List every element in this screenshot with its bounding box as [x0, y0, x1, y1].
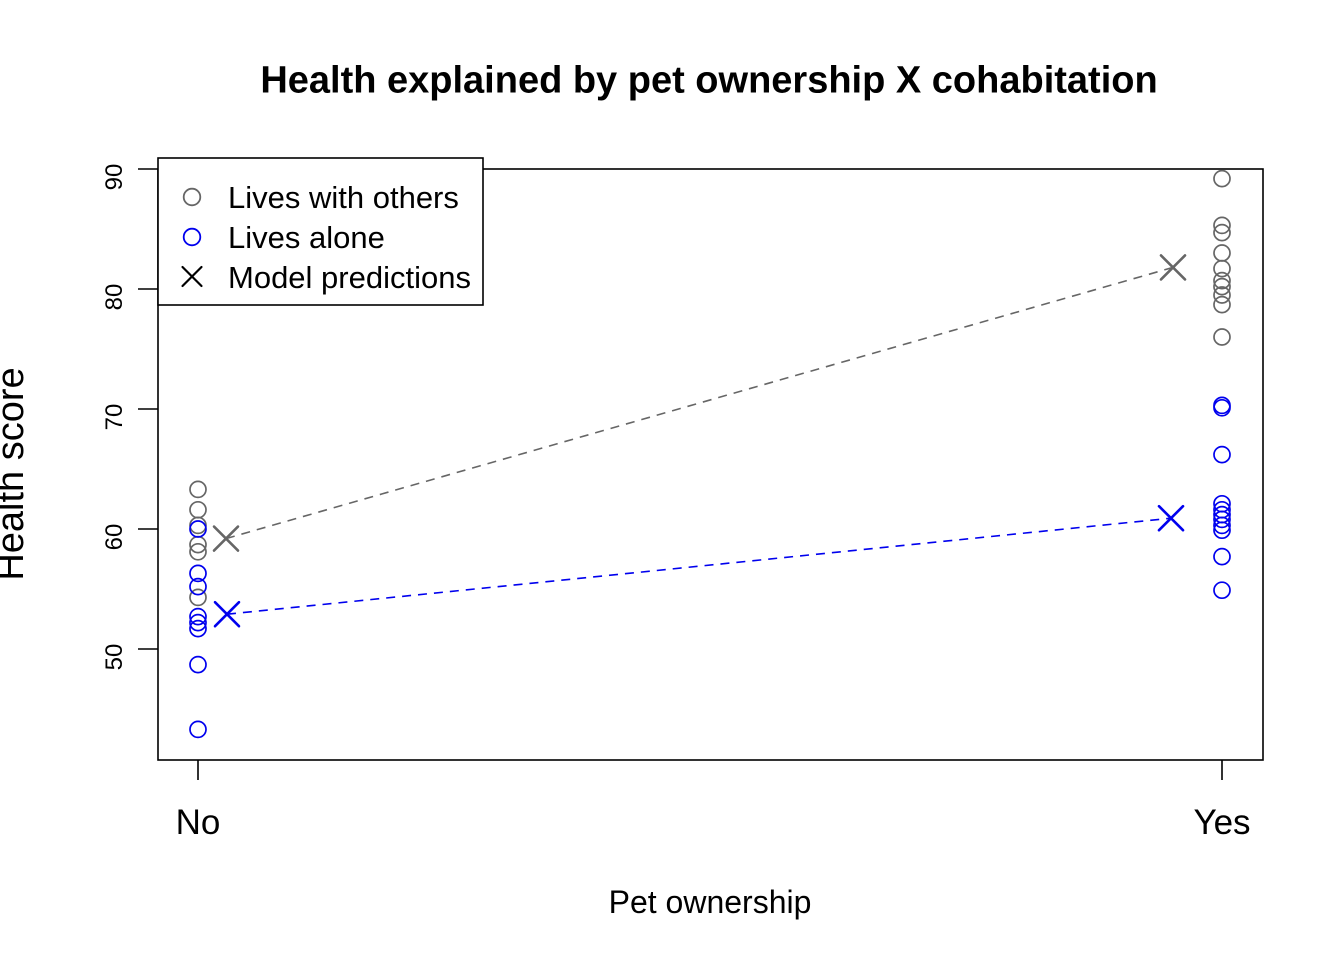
svg-text:80: 80 [101, 284, 128, 311]
svg-text:70: 70 [101, 404, 128, 431]
svg-text:Health score: Health score [0, 367, 32, 580]
svg-text:Model predictions: Model predictions [228, 260, 471, 295]
svg-text:Lives alone: Lives alone [228, 220, 385, 255]
svg-text:Pet ownership: Pet ownership [609, 884, 812, 920]
svg-text:Health explained by pet owners: Health explained by pet ownership X coha… [260, 60, 1157, 102]
svg-text:60: 60 [101, 524, 128, 551]
svg-text:Lives with others: Lives with others [228, 180, 459, 215]
svg-text:90: 90 [101, 164, 128, 191]
svg-text:No: No [176, 803, 221, 842]
svg-text:50: 50 [101, 644, 128, 671]
svg-text:Yes: Yes [1193, 803, 1250, 842]
